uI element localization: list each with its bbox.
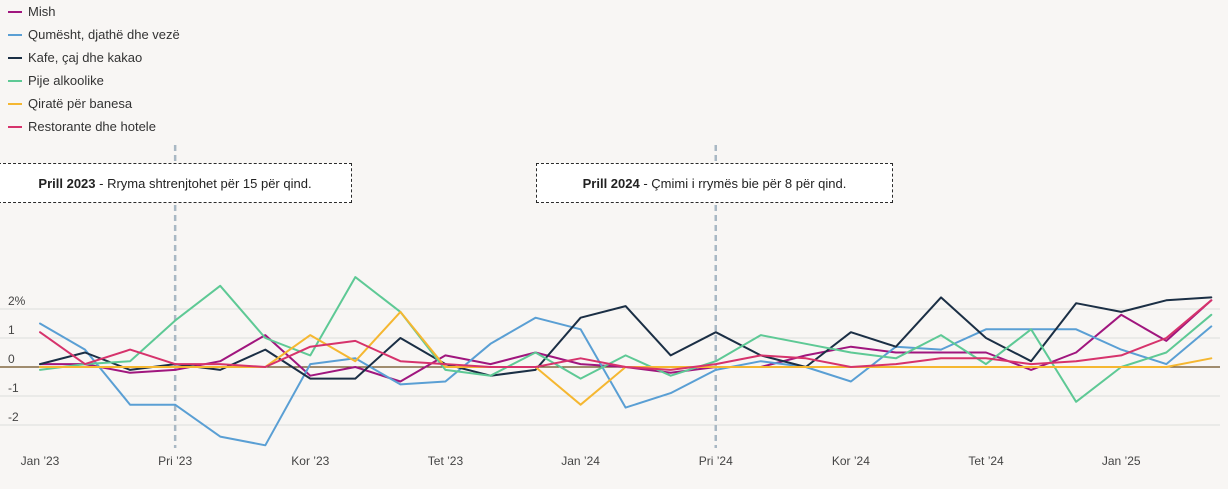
legend-item[interactable]: Mish	[8, 0, 180, 23]
legend: Mish Qumësht, djathë dhe vezë Kafe, çaj dh…	[8, 0, 180, 138]
y-tick-label: 2%	[8, 294, 26, 308]
series-line-5	[39, 310, 1213, 406]
series-line-3	[39, 296, 1213, 380]
series-line-4	[39, 276, 1213, 403]
x-tick-label: Pri ’23	[158, 454, 192, 468]
legend-label: Pije alkoolike	[28, 73, 104, 88]
x-tick-label: Tet ’24	[968, 454, 1004, 468]
annotation-title: Prill 2023	[38, 175, 96, 191]
legend-swatch	[8, 79, 22, 82]
x-tick-label: Kor ’24	[832, 454, 870, 468]
legend-label: Restorante dhe hotele	[28, 119, 156, 134]
legend-swatch	[8, 33, 22, 36]
x-tick-label: Jan ’24	[561, 454, 600, 468]
x-tick-label: Jan ’25	[1102, 454, 1141, 468]
annotation-text: - Çmimi i rrymës bie për 8 për qind.	[639, 175, 847, 191]
legend-item[interactable]: Restorante dhe hotele	[8, 115, 180, 138]
legend-swatch	[8, 102, 22, 105]
y-tick-label: -1	[8, 381, 19, 395]
x-tick-label: Tet ’23	[428, 454, 464, 468]
annotation-text: - Rryma shtrenjtohet për 15 për qind.	[95, 175, 312, 191]
series-lines	[39, 276, 1213, 447]
legend-swatch	[8, 56, 22, 59]
y-tick-label: 0	[8, 352, 15, 366]
legend-label: Mish	[28, 4, 56, 19]
x-axis: Jan ’23 Pri ’23 Kor ’23 Tet ’23 Jan ’24 Pri ’…	[21, 454, 1141, 468]
legend-swatch	[8, 10, 22, 13]
legend-item[interactable]: Qiratë për banesa	[8, 92, 180, 115]
x-tick-label: Kor ’23	[291, 454, 329, 468]
x-tick-label: Jan ’23	[21, 454, 60, 468]
y-tick-label: -2	[8, 410, 19, 424]
y-axis: 2% 1 0 -1 -2	[8, 294, 26, 424]
annotation-title: Prill 2024	[582, 175, 640, 191]
legend-item[interactable]: Pije alkoolike	[8, 69, 180, 92]
legend-swatch	[8, 125, 22, 128]
legend-item[interactable]: Kafe, çaj dhe kakao	[8, 46, 180, 69]
legend-label: Kafe, çaj dhe kakao	[28, 50, 143, 65]
series-line-6	[39, 299, 1213, 371]
x-tick-label: Pri ’24	[699, 454, 733, 468]
annotation-april-2024: Prill 2024 - Çmimi i rrymës bie për 8 pë…	[536, 163, 893, 203]
legend-label: Qumësht, djathë dhe vezë	[28, 27, 180, 42]
y-tick-label: 1	[8, 323, 15, 337]
legend-label: Qiratë për banesa	[28, 96, 133, 111]
legend-item[interactable]: Qumësht, djathë dhe vezë	[8, 23, 180, 46]
annotation-april-2023: Prill 2023 - Rryma shtrenjtohet për 15 p…	[0, 163, 352, 203]
series-line-2	[39, 316, 1213, 447]
